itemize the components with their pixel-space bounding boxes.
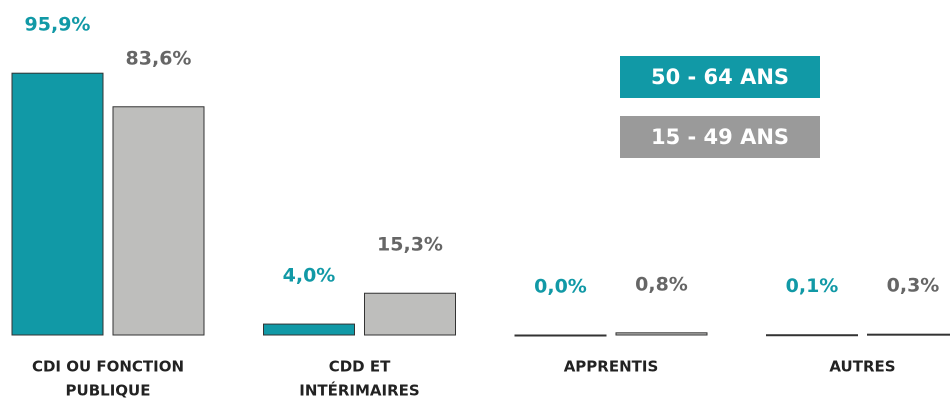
category-label: APPRENTIS (564, 358, 659, 376)
bar (263, 323, 355, 336)
bar (112, 106, 205, 336)
category-label: INTÉRIMAIRES (299, 381, 419, 400)
bar (867, 333, 950, 336)
category-label: CDI OU FONCTION (32, 358, 184, 376)
value-label: 4,0% (283, 265, 336, 287)
value-label: 0,1% (786, 275, 839, 297)
legend-label: 15 - 49 ANS (651, 125, 789, 149)
bar (766, 334, 858, 337)
legend-box (620, 56, 820, 98)
legend-label: 50 - 64 ANS (651, 65, 789, 89)
value-label: 0,0% (534, 276, 587, 298)
bar (514, 334, 607, 337)
bar (615, 332, 708, 336)
bar (364, 292, 456, 336)
value-label: 83,6% (126, 47, 192, 69)
value-label: 95,9% (25, 14, 91, 36)
category-label: PUBLIQUE (66, 382, 151, 400)
value-label: 15,3% (377, 234, 443, 256)
category-label: AUTRES (829, 358, 895, 376)
legend-box (620, 116, 820, 158)
value-label: 0,3% (887, 275, 940, 297)
bar (11, 72, 104, 336)
value-label: 0,8% (635, 273, 688, 295)
category-label: CDD ET (329, 358, 391, 376)
